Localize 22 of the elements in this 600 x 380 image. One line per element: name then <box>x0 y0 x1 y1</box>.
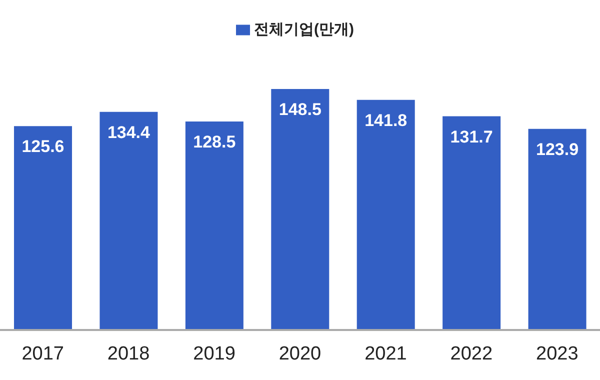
bar <box>14 126 72 330</box>
bar <box>100 112 158 330</box>
bar <box>356 100 415 330</box>
bar <box>528 128 586 330</box>
x-tick-label: 2020 <box>278 343 322 364</box>
x-tick-label: 2023 <box>536 343 578 364</box>
data-label: 131.7 <box>450 127 493 146</box>
data-label: 123.9 <box>536 140 579 159</box>
bar <box>442 116 501 330</box>
x-tick-label: 2018 <box>107 343 150 364</box>
bar <box>271 89 330 330</box>
data-label: 134.4 <box>107 122 151 142</box>
data-label: 128.5 <box>193 132 236 152</box>
x-tick-label: 2021 <box>364 343 407 364</box>
legend-label: 전체기업(만개) <box>254 21 354 38</box>
x-tick-label: 2017 <box>22 343 64 364</box>
data-label: 141.8 <box>364 110 408 130</box>
data-label: 125.6 <box>22 137 64 156</box>
x-tick-label: 2019 <box>193 343 236 364</box>
bar <box>185 121 244 330</box>
x-tick-label: 2022 <box>450 343 493 364</box>
data-label: 148.5 <box>278 100 322 120</box>
